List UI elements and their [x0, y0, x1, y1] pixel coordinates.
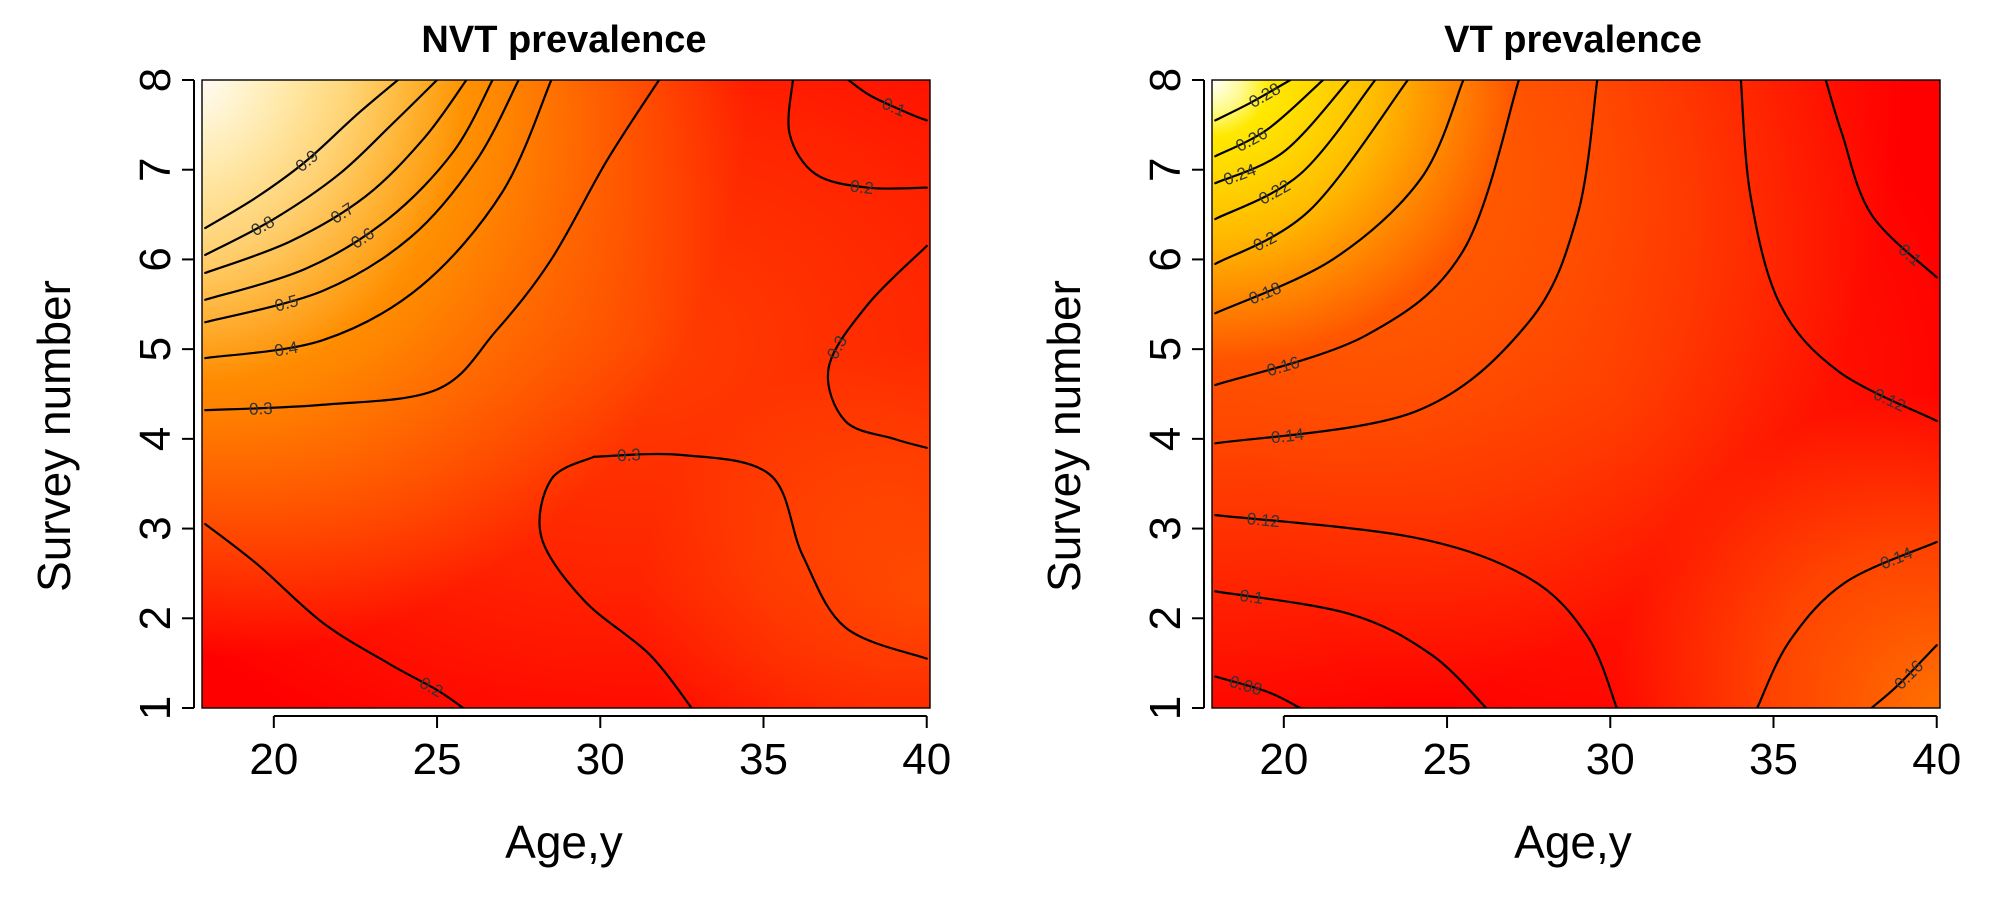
- contour-line: [204, 80, 439, 257]
- contour-line: [1870, 644, 1938, 708]
- y-axis-label: Survey number: [28, 280, 80, 592]
- heatmap-surface: [202, 80, 930, 708]
- contour-line: [204, 522, 465, 708]
- x-tick-label: 25: [413, 735, 462, 784]
- heatmap-surface: [1212, 80, 1940, 708]
- axes: 20 25 30 35 40 1 2 3 4 5 6 7 8: [1141, 68, 1961, 784]
- nvt-plot-area: 0.90.8 0.70.60.50.40.30.30.30.20.20.120 25…: [131, 68, 951, 784]
- contour-line: [1824, 80, 1938, 279]
- y-tick-label: 2: [131, 606, 180, 630]
- contour-label: 0.2: [849, 177, 875, 199]
- contour-line: [847, 80, 928, 122]
- y-tick-label: 3: [1141, 516, 1190, 540]
- x-tick-label: 35: [1749, 735, 1798, 784]
- x-tick-label: 40: [902, 735, 951, 784]
- contour-label: 0.3: [249, 399, 273, 419]
- y-tick-label: 5: [1141, 337, 1190, 361]
- contour-line: [204, 80, 468, 274]
- y-tick-label: 7: [1141, 157, 1190, 181]
- contour-lines: [204, 80, 928, 708]
- contour-line: [1214, 675, 1302, 708]
- contour-line: [204, 80, 399, 230]
- contour-line: [204, 80, 661, 412]
- heatmap-shade: [1212, 80, 1940, 708]
- x-tick-label: 35: [739, 735, 788, 784]
- contour-line: [204, 80, 494, 301]
- x-axis-label: Age,y: [505, 816, 623, 868]
- contour-label: 0.4: [273, 338, 299, 361]
- x-tick-label: 25: [1423, 735, 1472, 784]
- contour-label-text: 0.1: [1238, 586, 1264, 608]
- y-tick-label: 7: [131, 157, 180, 181]
- y-tick-label: 1: [131, 696, 180, 720]
- contour-line: [1214, 80, 1377, 221]
- contour-line: [1214, 80, 1292, 122]
- x-tick-label: 30: [576, 735, 625, 784]
- contour-label-text: 0.2: [849, 177, 875, 199]
- y-tick-label: 2: [1141, 606, 1190, 630]
- contour-label-text: 0.12: [1246, 509, 1281, 531]
- contour-label: 0.3: [617, 445, 642, 465]
- contour-labels: 0.90.8 0.70.60.50.40.30.30.30.20.20.1: [248, 94, 909, 701]
- y-tick-label: 4: [131, 427, 180, 451]
- contour-line: [1214, 80, 1325, 158]
- contour-line: [1739, 80, 1938, 423]
- y-tick-label: 1: [1141, 696, 1190, 720]
- chart-title: NVT prevalence: [421, 19, 706, 61]
- contour-line: [1214, 80, 1599, 445]
- vt-plot-area: 0.280.260.240.220.20.180.160.140.120.10.…: [1141, 68, 1961, 784]
- contour-label-text: 0.14: [1270, 425, 1305, 447]
- contour-line: [1214, 80, 1351, 185]
- y-tick-label: 3: [131, 516, 180, 540]
- heatmap-shade: [202, 80, 930, 708]
- contour-line: [538, 455, 693, 708]
- y-tick-label: 6: [131, 247, 180, 271]
- y-axis-label: Survey number: [1038, 280, 1090, 592]
- contour-label: 0.1: [1238, 586, 1264, 608]
- x-tick-label: 20: [249, 735, 298, 784]
- y-tick-label: 4: [1141, 427, 1190, 451]
- contour-line: [1214, 514, 1618, 708]
- axes: 20 25 30 35 40 1 2 3 4 5 6 7 8: [131, 68, 951, 784]
- vt-panel: VT prevalence 0.280.260.240.220.20.180.1…: [1038, 19, 1961, 868]
- contour-line: [1214, 590, 1488, 708]
- contour-label-text: 0.3: [617, 445, 642, 465]
- chart-title: VT prevalence: [1444, 19, 1702, 61]
- contour-line: [1214, 80, 1520, 387]
- x-tick-label: 40: [1912, 735, 1961, 784]
- contour-label-text: 0.4: [273, 338, 299, 361]
- y-tick-label: 5: [131, 337, 180, 361]
- contour-line: [787, 80, 928, 190]
- contour-label: 0.14: [1270, 425, 1305, 447]
- contour-label: 0.12: [1246, 509, 1281, 531]
- contour-line: [204, 80, 520, 324]
- contour-line: [1214, 80, 1465, 315]
- contour-line: [826, 244, 928, 449]
- x-axis-label: Age,y: [1514, 816, 1632, 868]
- x-tick-label: 20: [1259, 735, 1308, 784]
- plot-frame: [1211, 79, 1941, 709]
- y-tick-label: 6: [1141, 247, 1190, 271]
- contour-line: [592, 452, 928, 660]
- x-tick-label: 30: [1586, 735, 1635, 784]
- contour-line: [204, 80, 553, 360]
- nvt-panel: NVT prevalence 0.90.8 0.70.60.50.40.30.30…: [28, 19, 951, 868]
- y-tick-label: 8: [131, 68, 180, 92]
- plot-frame: [201, 79, 931, 709]
- contour-line: [1756, 540, 1938, 708]
- contour-lines: [1214, 80, 1938, 708]
- contour-label-text: 0.3: [249, 399, 273, 419]
- contour-line: [1214, 80, 1409, 266]
- y-tick-label: 8: [1141, 68, 1190, 92]
